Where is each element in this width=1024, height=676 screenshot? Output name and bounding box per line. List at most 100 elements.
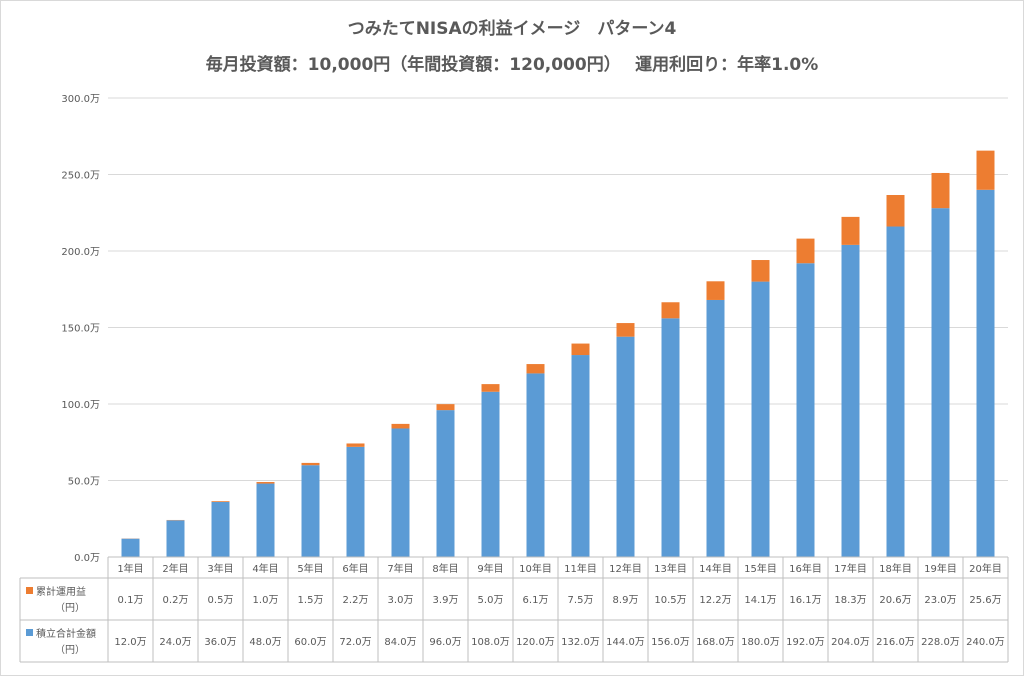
bar-principal <box>526 373 545 557</box>
legend-swatch <box>26 629 33 636</box>
bar-principal <box>301 465 320 557</box>
data-label: 14.1万 <box>744 595 776 606</box>
x-tick-label: 11年目 <box>564 562 597 575</box>
bar-principal <box>346 446 365 557</box>
bar-gain <box>256 482 275 484</box>
x-tick-label: 16年目 <box>789 562 822 575</box>
y-tick-label: 50.0万 <box>68 477 100 488</box>
data-label: 8.9万 <box>613 595 639 606</box>
bar-gain <box>301 462 320 466</box>
legend-label-unit: （円） <box>55 644 85 656</box>
legend-label: 積立合計金額 <box>36 627 96 640</box>
data-label: 168.0万 <box>696 637 735 648</box>
bar-principal <box>751 281 770 557</box>
data-label: 6.1万 <box>523 595 549 606</box>
data-label: 3.0万 <box>388 595 414 606</box>
x-tick-label: 5年目 <box>297 562 323 575</box>
bar-gain <box>751 260 770 282</box>
x-tick-label: 3年目 <box>207 562 233 575</box>
x-tick-label: 6年目 <box>342 562 368 575</box>
bar-gain <box>976 150 995 190</box>
bar-gain <box>661 302 680 319</box>
chart-title: つみたてNISAの利益イメージ パターン4 <box>347 19 677 39</box>
data-label: 96.0万 <box>429 637 461 648</box>
bar-gain <box>436 404 455 411</box>
bar-gain <box>706 281 725 300</box>
data-label: 132.0万 <box>561 637 600 648</box>
x-tick-label: 7年目 <box>387 562 413 575</box>
data-label: 0.2万 <box>163 595 189 606</box>
bar-gain <box>391 423 410 429</box>
data-label: 25.6万 <box>969 595 1001 606</box>
x-tick-label: 10年目 <box>519 562 552 575</box>
y-tick-label: 200.0万 <box>61 247 100 258</box>
data-label: 10.5万 <box>654 595 686 606</box>
data-label: 180.0万 <box>741 637 780 648</box>
bar-principal <box>256 483 275 557</box>
data-label: 5.0万 <box>478 595 504 606</box>
data-label: 23.0万 <box>924 595 956 606</box>
data-label: 120.0万 <box>516 637 555 648</box>
legend-label: 累計運用益 <box>36 585 86 598</box>
data-label: 48.0万 <box>249 637 281 648</box>
data-label: 228.0万 <box>921 637 960 648</box>
bar-gain <box>886 195 905 227</box>
data-label: 240.0万 <box>966 637 1005 648</box>
x-tick-label: 19年目 <box>924 562 957 575</box>
bar-principal <box>481 391 500 557</box>
x-tick-label: 18年目 <box>879 562 912 575</box>
x-tick-label: 14年目 <box>699 562 732 575</box>
x-tick-label: 13年目 <box>654 562 687 575</box>
bar-gain <box>346 443 365 447</box>
x-tick-label: 12年目 <box>609 562 642 575</box>
bar-principal <box>121 538 140 557</box>
bar-principal <box>571 355 590 557</box>
data-label: 60.0万 <box>294 637 326 648</box>
y-tick-label: 0.0万 <box>74 553 100 564</box>
data-label: 0.5万 <box>208 595 234 606</box>
bar-gain <box>796 238 815 264</box>
data-label: 24.0万 <box>159 637 191 648</box>
bar-principal <box>706 299 725 557</box>
data-label: 1.5万 <box>298 595 324 606</box>
bar-gain <box>841 216 860 245</box>
data-label: 18.3万 <box>834 595 866 606</box>
bar-principal <box>436 410 455 557</box>
bar-principal <box>616 336 635 557</box>
data-label: 1.0万 <box>253 595 279 606</box>
y-tick-label: 100.0万 <box>61 400 100 411</box>
x-tick-label: 8年目 <box>432 562 458 575</box>
data-label: 192.0万 <box>786 637 825 648</box>
y-tick-label: 250.0万 <box>61 171 100 182</box>
data-label: 72.0万 <box>339 637 371 648</box>
bar-gain <box>481 384 500 392</box>
data-label: 84.0万 <box>384 637 416 648</box>
data-label: 3.9万 <box>433 595 459 606</box>
data-label: 0.1万 <box>118 595 144 606</box>
bar-principal <box>661 318 680 557</box>
bar-principal <box>886 226 905 557</box>
data-label: 7.5万 <box>568 595 594 606</box>
bar-principal <box>931 208 950 557</box>
bar-principal <box>841 244 860 557</box>
x-tick-label: 1年目 <box>117 562 143 575</box>
bar-gain <box>931 172 950 209</box>
bar-gain <box>616 323 635 337</box>
bar-gain <box>571 343 590 356</box>
data-label: 12.0万 <box>114 637 146 648</box>
data-label: 144.0万 <box>606 637 645 648</box>
bar-gain <box>526 364 545 374</box>
data-label: 20.6万 <box>879 595 911 606</box>
x-tick-label: 9年目 <box>477 562 503 575</box>
x-tick-label: 4年目 <box>252 562 278 575</box>
bar-principal <box>391 428 410 557</box>
y-tick-label: 300.0万 <box>61 94 100 105</box>
data-label: 2.2万 <box>343 595 369 606</box>
chart-subtitle: 毎月投資額：10,000円（年間投資額：120,000円） 運用利回り：年率1.… <box>205 55 819 75</box>
data-label: 12.2万 <box>699 595 731 606</box>
data-label: 156.0万 <box>651 637 690 648</box>
legend-label-unit: （円） <box>55 602 85 614</box>
x-tick-label: 20年目 <box>969 562 1002 575</box>
x-tick-label: 15年目 <box>744 562 777 575</box>
